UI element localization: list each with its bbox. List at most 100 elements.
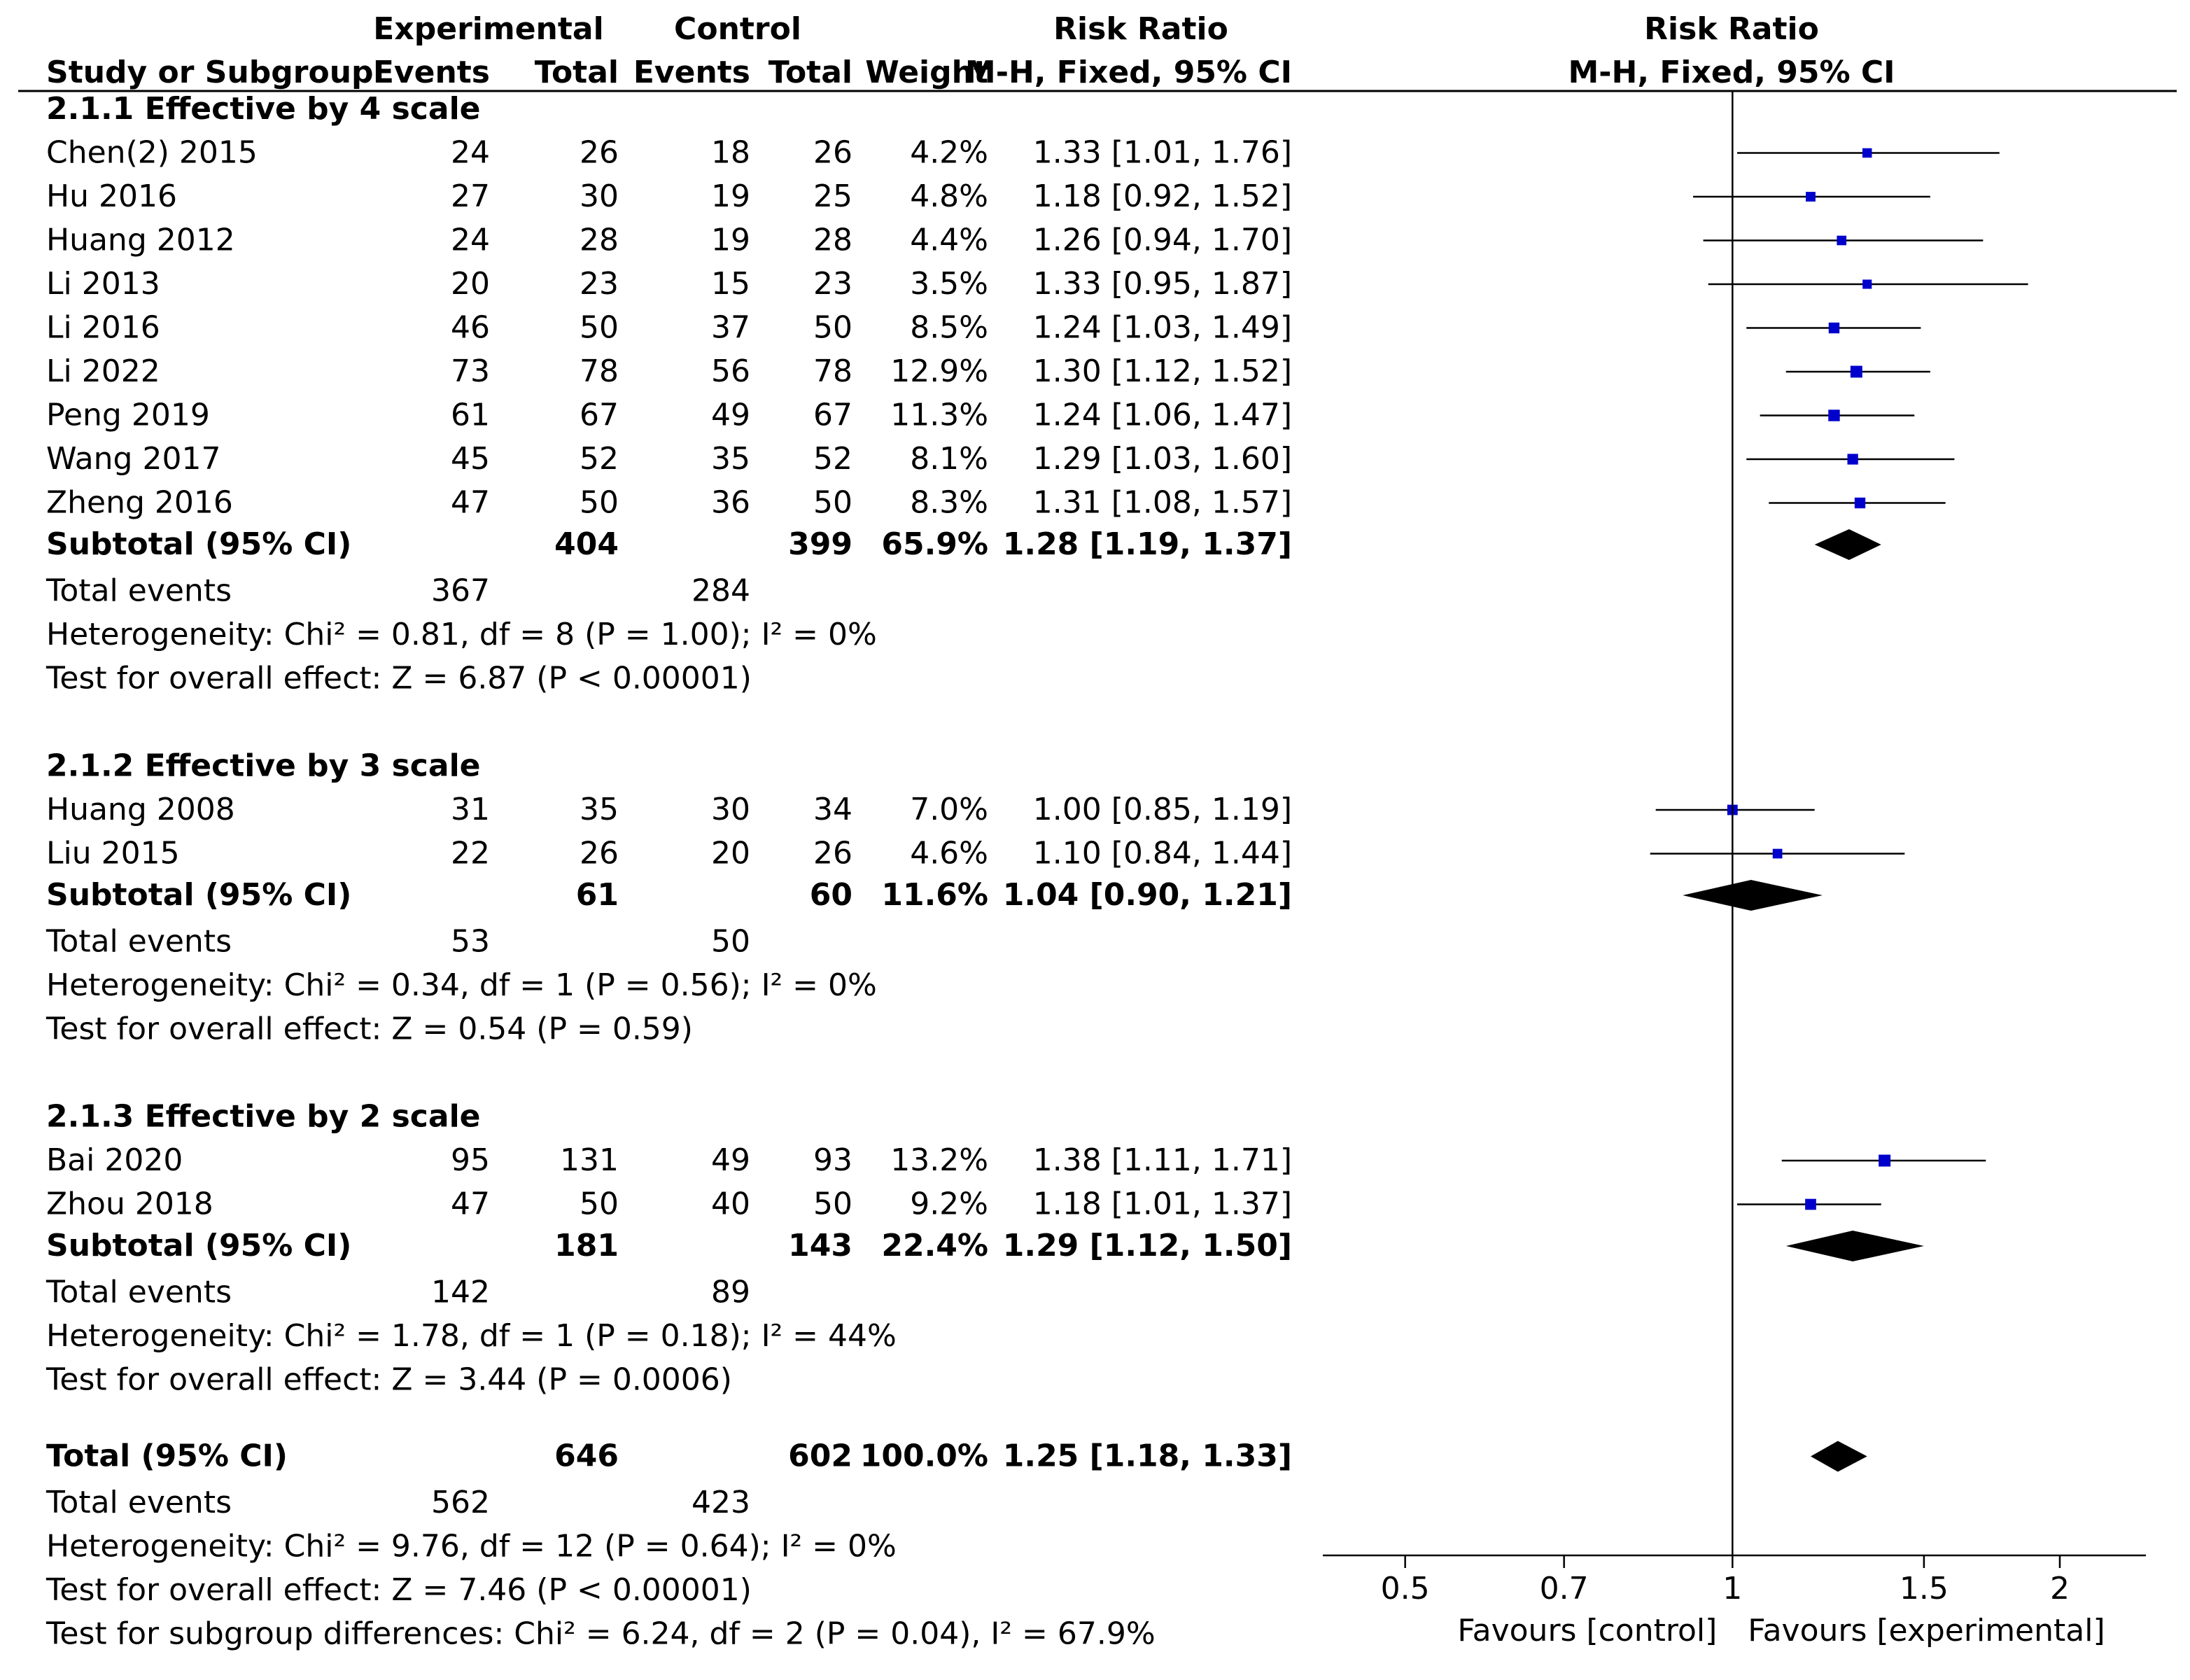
study-weight: 4.4%	[910, 223, 988, 258]
exp-events: 20	[451, 266, 490, 302]
study-name: Wang 2017	[46, 441, 220, 477]
total-events-label: Total events	[45, 573, 232, 609]
header-weight: Weight	[865, 55, 988, 90]
ctl-total: 26	[813, 135, 852, 171]
ctl-events: 15	[711, 266, 750, 302]
ctl-total: 50	[813, 310, 852, 346]
study-name: Zhou 2018	[46, 1186, 213, 1222]
exp-events: 45	[451, 441, 490, 477]
ctl-total: 50	[813, 485, 852, 521]
total-events-exp: 53	[451, 924, 490, 960]
exp-events: 61	[451, 398, 490, 433]
header-ctl-events: Events	[633, 55, 750, 90]
table-header: Experimental Control Risk Ratio Risk Ratio S…	[18, 11, 2177, 92]
header-exp-events: Events	[373, 55, 490, 90]
subgroup-title: 2.1.2 Effective by 3 scale	[46, 748, 481, 784]
heterogeneity-text: Heterogeneity: Chi² = 0.81, df = 8 (P = …	[46, 617, 877, 652]
study-name: Huang 2012	[46, 223, 235, 258]
exp-total: 30	[580, 178, 619, 214]
study-name: Zheng 2016	[46, 485, 233, 521]
study-weight: 8.3%	[910, 485, 988, 521]
point-estimate-marker	[1828, 410, 1840, 421]
study-weight: 8.5%	[910, 310, 988, 346]
study-weight: 4.8%	[910, 178, 988, 214]
total-events-ctl: 423	[692, 1485, 750, 1520]
study-ci: 1.33 [0.95, 1.87]	[1033, 266, 1292, 302]
exp-events: 22	[451, 836, 490, 872]
study-ci: 1.00 [0.85, 1.19]	[1033, 792, 1292, 827]
subtotal-diamond	[1683, 880, 1823, 911]
total-events-ctl: 50	[711, 924, 750, 960]
subtotal-label: Subtotal (95% CI)	[46, 526, 351, 562]
axis-tick-label: 0.5	[1381, 1571, 1430, 1606]
exp-events: 46	[451, 310, 490, 346]
ctl-total: 26	[813, 836, 852, 872]
exp-events: 24	[451, 223, 490, 258]
exp-total: 26	[580, 135, 619, 171]
subtotal-diamond	[1785, 1231, 1924, 1261]
favours-experimental-label: Favours [experimental]	[1748, 1613, 2105, 1648]
exp-events: 31	[451, 792, 490, 827]
ctl-events: 56	[711, 354, 750, 389]
exp-total: 23	[580, 266, 619, 302]
x-axis: 0.5 0.7 1 1.5 2 Favours [control] Favours [exp…	[1323, 91, 2146, 1648]
study-weight: 3.5%	[910, 266, 988, 302]
exp-events: 27	[451, 178, 490, 214]
subtotal-ctl-total: 399	[788, 526, 852, 562]
header-method-plot: M-H, Fixed, 95% CI	[1568, 55, 1895, 90]
study-name: Liu 2015	[46, 836, 180, 872]
header-control: Control	[674, 11, 801, 47]
exp-total: 78	[580, 354, 619, 389]
subtotal-ci: 1.29 [1.12, 1.50]	[1003, 1228, 1292, 1264]
exp-total: 28	[580, 223, 619, 258]
study-name: Li 2016	[46, 310, 160, 346]
subtotal-ctl-total: 60	[810, 877, 852, 913]
subtotal-exp-total: 404	[554, 526, 619, 562]
study-ci: 1.38 [1.11, 1.71]	[1033, 1142, 1292, 1178]
total-events-exp: 142	[431, 1275, 490, 1310]
ctl-total: 23	[813, 266, 852, 302]
overall-effect-text: Test for overall effect: Z = 0.54 (P = 0…	[45, 1011, 693, 1047]
study-weight: 4.6%	[910, 836, 988, 872]
subtotal-diamond	[1814, 529, 1881, 560]
ctl-total: 78	[813, 354, 852, 389]
study-weight: 13.2%	[890, 1142, 988, 1178]
total-events-exp: 562	[431, 1485, 490, 1520]
axis-tick-label: 0.7	[1540, 1571, 1589, 1606]
subtotal-weight: 22.4%	[881, 1228, 988, 1264]
ctl-events: 36	[711, 485, 750, 521]
subgroup-title: 2.1.3 Effective by 2 scale	[46, 1099, 481, 1135]
overall-exp-total: 646	[554, 1438, 619, 1474]
exp-events: 95	[451, 1142, 490, 1178]
heterogeneity-text: Heterogeneity: Chi² = 1.78, df = 1 (P = …	[46, 1318, 897, 1354]
overall-effect-text: Test for overall effect: Z = 3.44 (P = 0…	[45, 1362, 732, 1398]
subtotal-ctl-total: 143	[788, 1228, 852, 1264]
study-name: Hu 2016	[46, 178, 177, 214]
overall-label: Total (95% CI)	[46, 1438, 288, 1474]
subtotal-ci: 1.04 [0.90, 1.21]	[1003, 877, 1292, 913]
study-ci: 1.30 [1.12, 1.52]	[1033, 354, 1292, 389]
overall-effect-text: Test for overall effect: Z = 6.87 (P < 0…	[45, 661, 752, 696]
ctl-total: 25	[813, 178, 852, 214]
study-weight: 9.2%	[910, 1186, 988, 1222]
study-name: Chen(2) 2015	[46, 135, 258, 171]
study-name: Peng 2019	[46, 398, 210, 433]
ctl-events: 35	[711, 441, 750, 477]
ctl-total: 28	[813, 223, 852, 258]
header-study: Study or Subgroup	[46, 55, 374, 90]
point-estimate-marker	[1862, 148, 1872, 158]
ctl-events: 37	[711, 310, 750, 346]
overall-heterogeneity: Heterogeneity: Chi² = 9.76, df = 12 (P =…	[46, 1529, 897, 1564]
total-events-exp: 367	[431, 573, 490, 609]
subtotal-ci: 1.28 [1.19, 1.37]	[1003, 526, 1292, 562]
point-estimate-marker	[1837, 235, 1847, 246]
ctl-events: 19	[711, 178, 750, 214]
total-events-label: Total events	[45, 1275, 232, 1310]
exp-total: 50	[580, 310, 619, 346]
subtotal-weight: 11.6%	[881, 877, 988, 913]
study-ci: 1.10 [0.84, 1.44]	[1033, 836, 1292, 872]
ctl-events: 30	[711, 792, 750, 827]
point-estimate-marker	[1806, 192, 1816, 202]
header-ctl-total: Total	[768, 55, 852, 90]
